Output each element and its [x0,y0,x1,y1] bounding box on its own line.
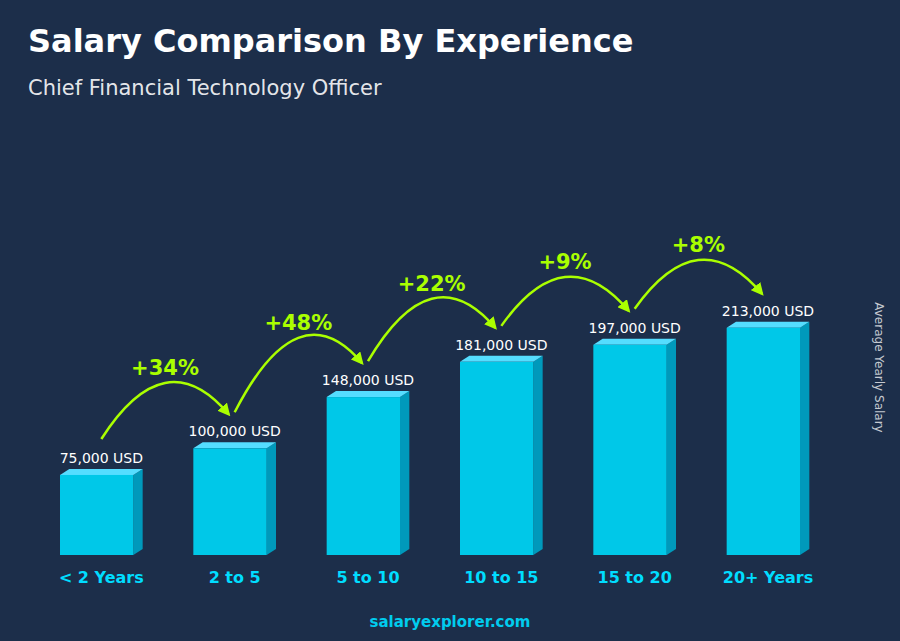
category-label: 5 to 10 [336,568,399,587]
bar [460,362,533,555]
bar-top [193,442,276,448]
bar [60,475,133,555]
change-label: +34% [131,356,199,380]
category-label: 2 to 5 [209,568,261,587]
bar-top [327,391,410,397]
change-arrow [635,260,762,309]
category-label: 20+ Years [723,568,813,587]
change-label: +22% [398,272,466,296]
bar-side [400,391,409,555]
bar [327,397,400,555]
bar-side [667,339,676,555]
bars [60,322,809,555]
change-arrow [501,277,628,326]
data-label: 197,000 USD [589,320,681,336]
change-arrow [235,335,362,412]
category-label: < 2 Years [59,568,144,587]
bar-side [533,356,542,555]
change-label: +9% [538,250,591,274]
change-arrow [368,297,495,361]
subtitle: Chief Financial Technology Officer [28,76,382,100]
bar-side [800,322,809,555]
data-label: 148,000 USD [322,372,414,388]
category-label: 15 to 20 [598,568,672,587]
data-label: 75,000 USD [60,450,143,466]
data-label: 213,000 USD [722,303,814,319]
bar-side [267,442,276,555]
bar-top [60,469,143,475]
data-label: 181,000 USD [455,337,547,353]
data-label: 100,000 USD [189,423,281,439]
bar-top [460,356,543,362]
bar-top [593,339,676,345]
y-axis-label: Average Yearly Salary [872,302,886,432]
background [0,0,900,641]
change-arrow [101,382,228,439]
chart: Salary Comparison By Experience Chief Fin… [0,0,900,641]
change-label: +8% [672,233,725,257]
change-label: +48% [264,311,332,335]
category-label: 10 to 15 [464,568,538,587]
bar-side [133,469,142,555]
footer: salaryexplorer.com [370,613,531,631]
bar [193,448,266,555]
bar-top [727,322,810,328]
title: Salary Comparison By Experience [28,22,633,60]
bar [727,328,800,555]
bar [593,345,666,555]
